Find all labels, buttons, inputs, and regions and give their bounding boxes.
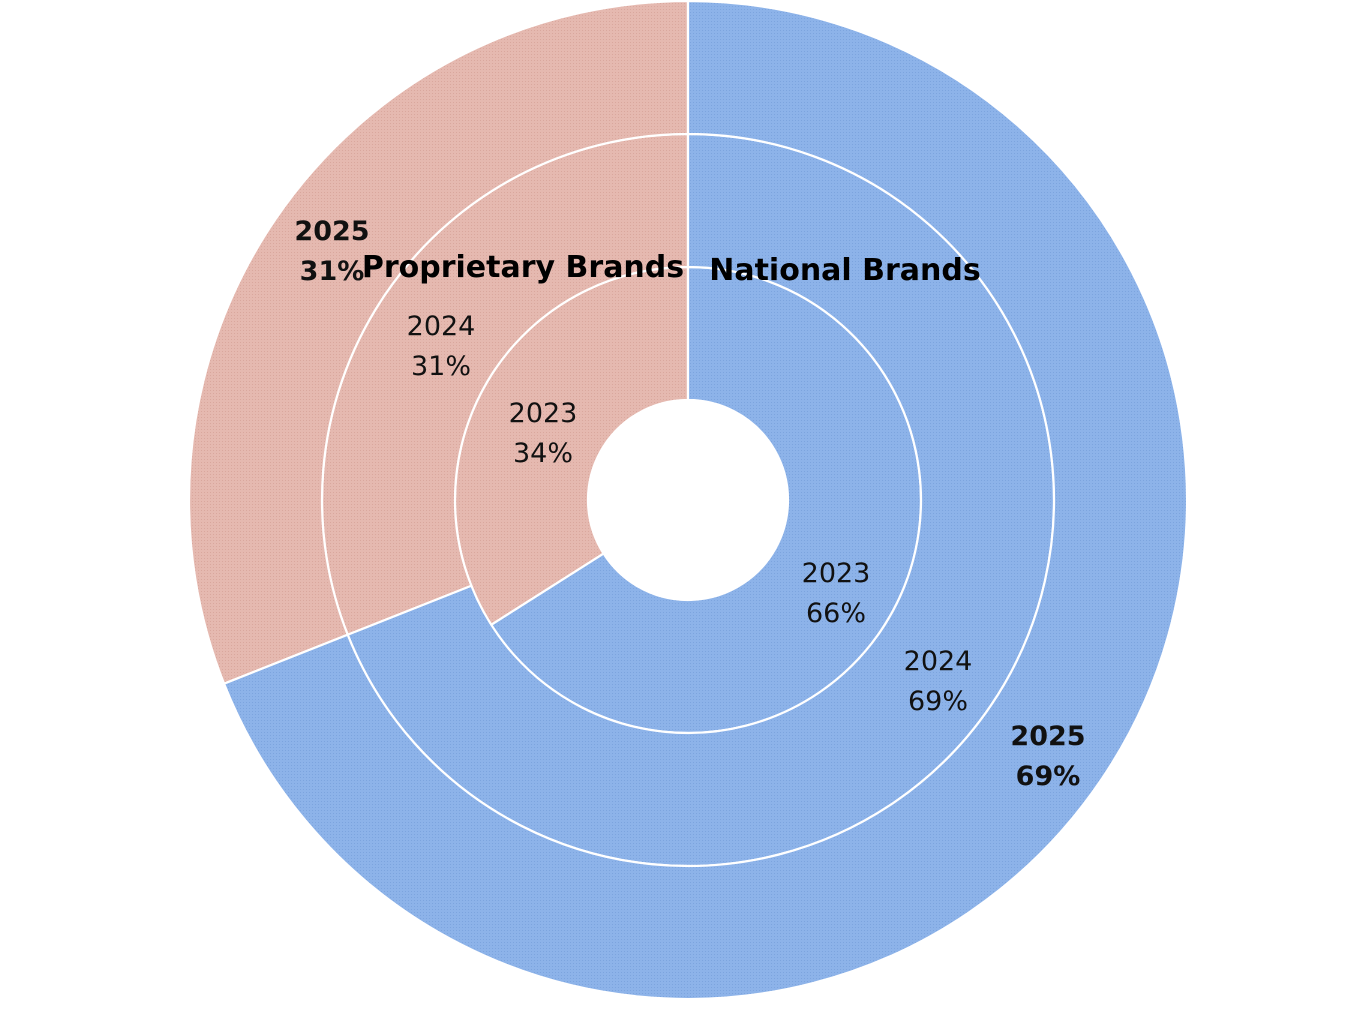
data-label-2023-national-brands: 2023 66% [802, 558, 871, 629]
data-labels: 2023 34% 2023 66% 2024 31% 2024 69% 2025 31% 2025 6… [294, 216, 1085, 792]
data-label-2023-proprietary-brands: 2023 34% [509, 398, 578, 469]
ring-slices [187, 0, 1189, 1001]
data-label-2024-national-brands: 2024 69% [904, 646, 973, 717]
data-label-2024-proprietary-brands: 2024 31% [407, 311, 476, 382]
slice-2025-national-brands [222, 0, 1189, 1001]
data-label-2025-proprietary-brands: 2025 31% [294, 216, 369, 287]
category-label-national-brands: National Brands [709, 253, 981, 288]
data-label-2025-national-brands: 2025 69% [1010, 721, 1085, 792]
category-label-proprietary-brands: Proprietary Brands [362, 250, 684, 285]
slice-2025-proprietary-brands [187, 0, 690, 686]
